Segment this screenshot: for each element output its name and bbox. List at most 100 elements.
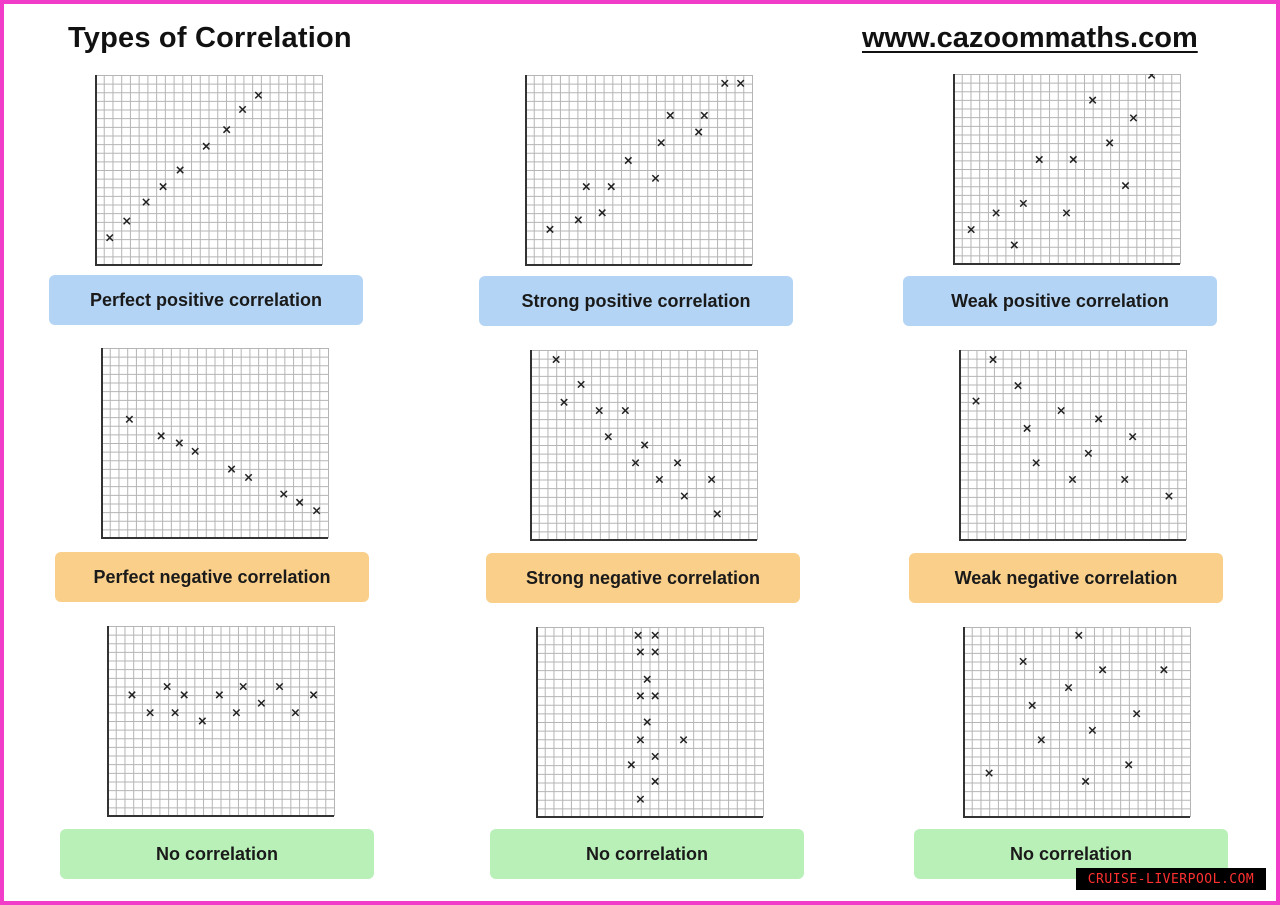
data-point [123,217,131,225]
data-point [227,465,236,473]
data-point [1124,761,1133,769]
data-point [1160,666,1168,674]
data-point [215,691,224,699]
data-point [595,406,603,415]
data-point [1105,139,1114,147]
data-point [636,736,645,744]
data-point [1165,492,1173,500]
data-point [275,682,284,691]
data-point [1037,736,1046,744]
data-point [244,473,253,482]
data-point [673,459,682,467]
data-point [552,355,560,364]
data-point [721,79,729,88]
data-point [707,475,716,484]
data-point [146,708,154,717]
data-point [582,182,591,191]
data-point [1064,683,1073,692]
data-point [1014,381,1022,390]
watermark-badge: CRUISE-LIVERPOOL.COM [1076,868,1266,890]
data-point [634,631,642,640]
data-point [1075,631,1083,640]
grid-lines [536,627,764,818]
scatter-plot-3 [953,74,1181,265]
data-point [651,692,659,700]
data-point [125,415,134,423]
data-point [666,111,675,120]
scatter-plot-5 [530,350,758,541]
data-point [643,718,651,726]
data-point [651,752,659,761]
data-point [239,682,247,691]
website-link[interactable]: www.cazoommaths.com [862,22,1198,54]
data-point [604,432,613,441]
data-point [657,138,665,147]
data-point [655,475,664,484]
data-point [636,692,645,700]
data-point [1147,74,1156,79]
data-point [128,691,136,699]
data-point [621,406,630,415]
data-point [651,648,659,656]
data-point [1098,666,1107,674]
data-point [694,128,703,136]
data-point [142,198,150,206]
data-point [1019,199,1028,208]
data-point [700,111,709,120]
data-point [713,510,722,518]
data-point [992,209,1000,217]
data-point [191,447,199,456]
page-title: Types of Correlation [68,22,352,54]
data-point [967,225,975,234]
chart-label-7: No correlation [60,829,374,879]
grid-lines [95,75,323,266]
data-point [222,125,231,134]
data-point [1132,709,1141,718]
data-point [636,648,645,656]
data-point [577,380,585,389]
data-point [171,708,179,717]
data-point [1035,155,1043,164]
data-point [1069,155,1078,164]
grid-lines [107,626,335,817]
grid-lines [953,74,1181,265]
grid-lines [963,627,1191,818]
data-point [106,233,114,242]
data-point [736,79,745,88]
data-point [309,691,318,699]
data-point [1068,475,1077,484]
scatter-plot-7 [107,626,335,817]
data-point [1023,424,1031,433]
data-point [295,498,304,507]
data-point [1057,406,1065,415]
data-point [1019,657,1027,666]
data-point [280,490,288,498]
data-point [598,209,606,217]
data-point [254,91,263,99]
scatter-plot-9 [963,627,1191,818]
data-point [175,439,184,447]
grid-lines [959,350,1187,541]
data-point [1128,432,1137,441]
data-point [1088,96,1097,104]
data-point [257,699,266,707]
chart-label-5: Strong negative correlation [486,553,800,603]
scatter-plot-2 [525,75,753,266]
data-point [574,216,583,224]
scatter-plot-4 [101,348,329,539]
data-point [163,682,171,691]
data-point [627,761,636,769]
data-point [202,142,210,150]
data-point [176,166,184,174]
data-point [643,675,651,683]
data-point [198,717,207,725]
data-point [651,777,659,786]
data-point [640,441,649,449]
data-point [651,174,660,183]
data-point [631,459,640,467]
data-point [1010,241,1019,249]
data-point [159,182,167,191]
grid-lines [530,350,758,541]
data-point [651,631,659,640]
data-point [1084,449,1093,458]
